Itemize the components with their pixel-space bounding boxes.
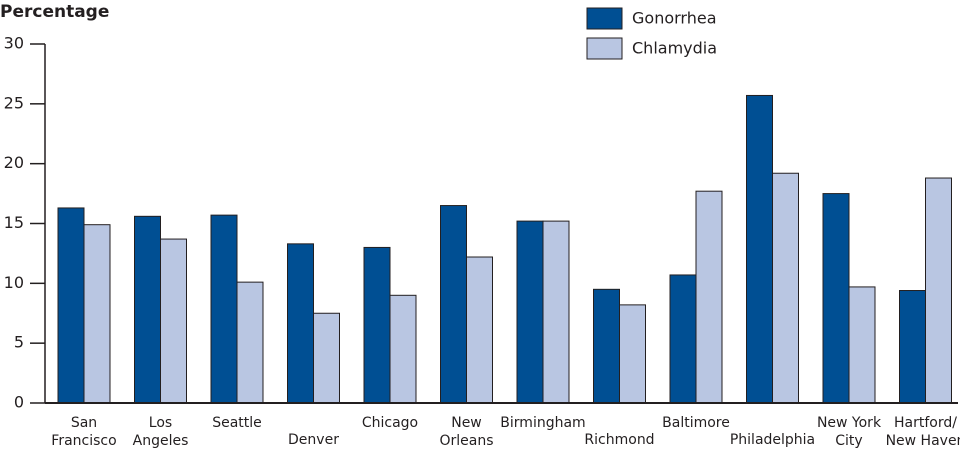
x-tick-label: Denver bbox=[288, 432, 339, 448]
bar bbox=[695, 190, 723, 404]
legend-label: Gonorrhea bbox=[632, 9, 717, 28]
bar bbox=[160, 238, 187, 404]
y-tick-label: 30 bbox=[4, 34, 24, 53]
bar bbox=[542, 220, 570, 404]
y-axis-label: Percentage bbox=[0, 2, 109, 22]
bar bbox=[772, 172, 799, 404]
legend-swatch bbox=[586, 37, 623, 60]
x-tick-label: Angeles bbox=[133, 433, 189, 449]
y-tick-label: 5 bbox=[14, 333, 24, 352]
x-tick-label: Richmond bbox=[584, 432, 654, 448]
bar bbox=[899, 290, 926, 404]
legend-swatch bbox=[586, 7, 623, 30]
bar bbox=[83, 224, 111, 404]
x-tick-label: San bbox=[71, 415, 97, 431]
bar bbox=[619, 304, 646, 404]
legend-label: Chlamydia bbox=[632, 39, 717, 58]
x-tick-label: Birmingham bbox=[500, 415, 585, 431]
bar bbox=[210, 214, 238, 404]
bar bbox=[516, 220, 544, 404]
x-tick-label: Seattle bbox=[212, 415, 262, 431]
y-tick-label: 20 bbox=[4, 153, 24, 172]
bar bbox=[313, 312, 340, 404]
x-tick-label: New bbox=[451, 415, 482, 431]
bar bbox=[440, 205, 467, 404]
x-tick-label: Los bbox=[149, 415, 172, 431]
bar bbox=[669, 274, 697, 404]
x-tick-label: New York bbox=[817, 415, 882, 431]
bar bbox=[287, 243, 314, 404]
bar bbox=[236, 281, 264, 404]
x-tick-label: Baltimore bbox=[662, 415, 730, 431]
y-tick-label: 15 bbox=[4, 213, 24, 232]
x-tick-label: Chicago bbox=[362, 415, 418, 431]
bar bbox=[593, 288, 620, 404]
y-tick-label: 10 bbox=[4, 273, 24, 292]
x-tick-label: Hartford/ bbox=[894, 415, 957, 431]
bar bbox=[389, 294, 417, 404]
x-tick-label: Orleans bbox=[439, 433, 493, 449]
bar bbox=[848, 286, 876, 404]
bar bbox=[466, 256, 493, 404]
bar bbox=[822, 193, 850, 404]
x-tick-label: Francisco bbox=[51, 433, 116, 449]
y-tick-label: 0 bbox=[14, 393, 24, 412]
x-tick-label: City bbox=[835, 433, 862, 449]
x-tick-label: Philadelphia bbox=[730, 432, 815, 448]
y-tick-label: 25 bbox=[4, 93, 24, 112]
x-tick-label: New Haven bbox=[886, 433, 960, 449]
bar bbox=[746, 94, 773, 404]
bar bbox=[57, 207, 85, 404]
bar bbox=[925, 177, 952, 404]
bar bbox=[134, 215, 161, 404]
bar bbox=[363, 246, 391, 404]
